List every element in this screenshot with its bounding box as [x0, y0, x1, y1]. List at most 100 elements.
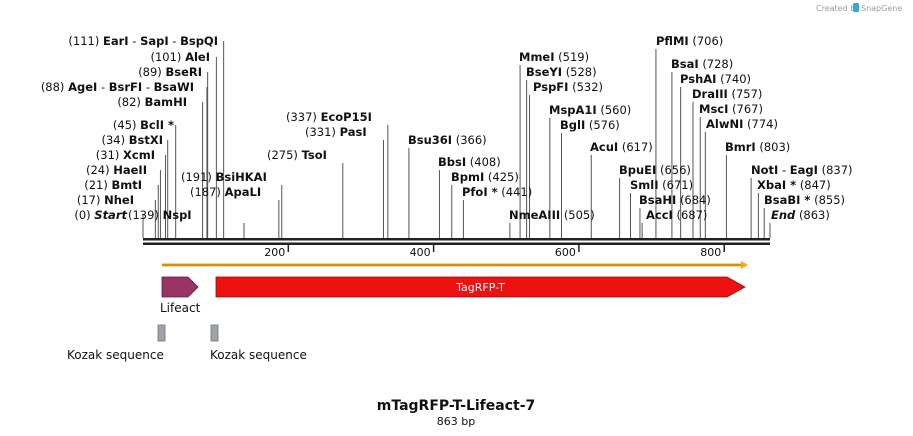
site-end[interactable]: End (863): [771, 208, 830, 222]
site-position: (408): [470, 155, 501, 169]
site-nhei[interactable]: (17) NheI: [77, 193, 134, 207]
site-noti[interactable]: NotI - EagI (837): [751, 163, 853, 177]
orf-arrowhead: [741, 261, 748, 269]
ruler-tick-label: 400: [410, 246, 431, 259]
enzyme-name: AgeI: [68, 80, 97, 94]
site-bstxi[interactable]: (34) BstXI: [101, 133, 163, 147]
site-bsu36i[interactable]: Bsu36I (366): [408, 133, 487, 147]
credit-brand: SnapGene: [861, 4, 902, 13]
enzyme-name: NmeAIII: [509, 208, 560, 222]
kozak-box: [210, 324, 219, 342]
site-smli[interactable]: SmlI (671): [630, 178, 693, 192]
site-bcli[interactable]: (45) BclI *: [113, 118, 174, 132]
snapgene-logo-icon: [853, 3, 859, 12]
site-position: (671): [662, 178, 693, 192]
site-position: (774): [747, 117, 778, 131]
site-position: (505): [564, 208, 595, 222]
site-ecop15i[interactable]: (337) EcoP15I: [286, 110, 372, 124]
site-bseyi[interactable]: BseYI (528): [526, 65, 597, 79]
site-pshai[interactable]: PshAI (740): [680, 72, 751, 86]
site-apali[interactable]: (187) ApaLI: [190, 185, 261, 199]
site-pspfi[interactable]: PspFI (532): [533, 80, 603, 94]
site-position: (706): [692, 34, 723, 48]
site-position: (101): [150, 50, 181, 64]
site-bsahi[interactable]: BsaHI (684): [639, 193, 711, 207]
site-bmri[interactable]: BmrI (803): [725, 140, 790, 154]
site-xbai[interactable]: XbaI * (847): [757, 178, 831, 192]
site-position: (191): [181, 170, 212, 184]
map-length: 863 bp: [437, 415, 475, 428]
site-alwni[interactable]: AlwNI (774): [706, 117, 778, 131]
enzyme-name: MscI: [699, 102, 728, 116]
site-pasi[interactable]: (331) PasI: [305, 125, 367, 139]
site-position: (111): [68, 34, 99, 48]
site-acui[interactable]: AcuI (617): [590, 140, 653, 154]
site-draiii[interactable]: DraIII (757): [692, 87, 762, 101]
enzyme-name: BbsI: [438, 155, 466, 169]
site-haeii[interactable]: (24) HaeII: [86, 163, 147, 177]
site-position: (519): [558, 50, 589, 64]
enzyme-name: NspI: [163, 208, 192, 222]
site-bseri[interactable]: (89) BseRI: [138, 65, 202, 79]
site-nmeaiii[interactable]: NmeAIII (505): [509, 208, 595, 222]
site-pfoi[interactable]: PfoI * (441): [462, 185, 532, 199]
site-bsihkai[interactable]: (191) BsiHKAI: [181, 170, 267, 184]
site-mspa1i[interactable]: MspA1I (560): [549, 103, 631, 117]
enzyme-name: Bsu36I: [408, 133, 452, 147]
backbone-strand-bottom: [143, 242, 770, 245]
orf-arrow: [162, 261, 748, 269]
feature-tagrfp-t[interactable]: TagRFP-T: [215, 276, 746, 298]
feature-kozak-sequence[interactable]: Kozak sequence: [210, 324, 307, 362]
site-position: (656): [660, 163, 691, 177]
site-msci[interactable]: MscI (767): [699, 102, 763, 116]
site-position: (767): [732, 102, 763, 116]
site-bsai[interactable]: BsaI (728): [671, 57, 733, 71]
ruler-tick-label: 800: [700, 246, 721, 259]
enzyme-name: XcmI: [123, 148, 155, 162]
site-start[interactable]: (0) Start: [74, 208, 127, 222]
site-bmti[interactable]: (21) BmtI: [84, 178, 142, 192]
enzyme-name: BsaWI: [154, 80, 194, 94]
site-tsoi[interactable]: (275) TsoI: [267, 148, 327, 162]
enzyme-name: EarI: [103, 34, 129, 48]
site-mmei[interactable]: MmeI (519): [519, 50, 589, 64]
enzyme-name: EcoP15I: [321, 110, 372, 124]
site-bbsi[interactable]: BbsI (408): [438, 155, 501, 169]
site-separator: -: [97, 80, 108, 94]
site-position: (617): [622, 140, 653, 154]
enzyme-name: BsaBI *: [764, 193, 810, 207]
site-position: (17): [77, 193, 101, 207]
site-position: (837): [822, 163, 853, 177]
site-bamhi[interactable]: (82) BamHI: [117, 95, 187, 109]
feature-label: Kozak sequence: [210, 348, 307, 362]
enzyme-name: BclI *: [140, 118, 174, 132]
dna-backbone: [143, 238, 770, 245]
site-position: (366): [456, 133, 487, 147]
site-bpuei[interactable]: BpuEI (656): [619, 163, 691, 177]
site-nspi[interactable]: (139) NspI: [128, 208, 192, 222]
site-alei[interactable]: (101) AleI: [150, 50, 210, 64]
site-position: (82): [117, 95, 141, 109]
credit-text: Created by: [816, 4, 860, 13]
site-position: (863): [799, 208, 830, 222]
site-bsabi[interactable]: BsaBI * (855): [764, 193, 845, 207]
map-title: mTagRFP-T-Lifeact-7: [377, 398, 536, 414]
site-position: (45): [113, 118, 137, 132]
site-bgli[interactable]: BglI (576): [560, 118, 620, 132]
site-position: (728): [702, 57, 733, 71]
feature-kozak-sequence[interactable]: Kozak sequence: [67, 324, 166, 362]
site-eari[interactable]: (111) EarI - SapI - BspQI: [68, 34, 218, 48]
site-pflmi[interactable]: PflMI (706): [656, 34, 723, 48]
kozak-box: [157, 324, 166, 342]
enzyme-name: BsrFI: [109, 80, 142, 94]
enzyme-name: BsiHKAI: [216, 170, 267, 184]
feature-lifeact[interactable]: Lifeact: [160, 276, 201, 315]
site-separator: -: [142, 80, 153, 94]
site-bpmi[interactable]: BpmI (425): [451, 170, 519, 184]
enzyme-name: DraIII: [692, 87, 728, 101]
site-separator: -: [778, 163, 789, 177]
site-acci[interactable]: AccI (687): [646, 208, 707, 222]
site-xcmi[interactable]: (31) XcmI: [96, 148, 155, 162]
enzyme-name: BpmI: [451, 170, 484, 184]
site-agei[interactable]: (88) AgeI - BsrFI - BsaWI: [41, 80, 194, 94]
